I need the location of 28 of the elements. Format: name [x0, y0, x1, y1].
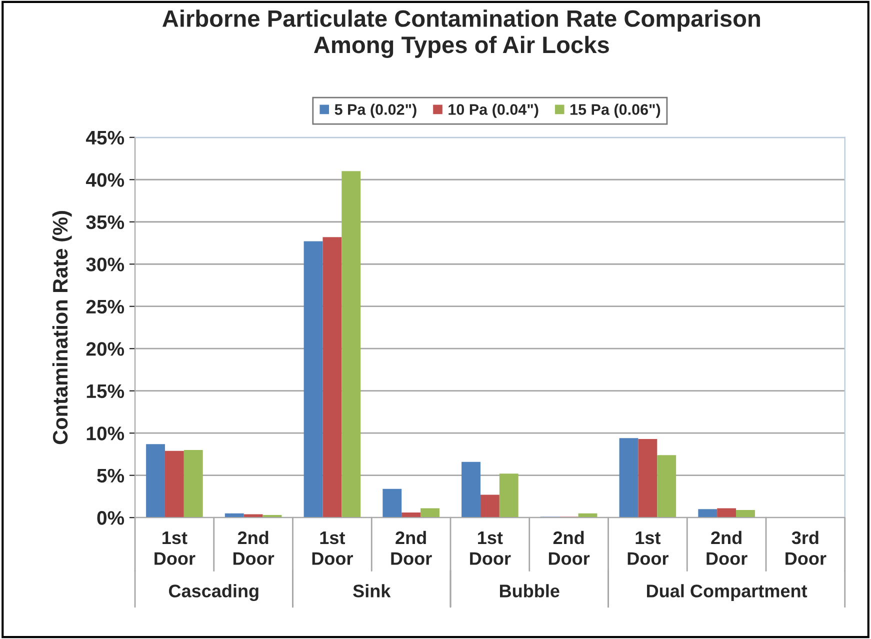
- legend-label: 10 Pa (0.04"): [448, 104, 538, 118]
- y-tick-label: 35%: [86, 215, 124, 230]
- y-tick-label: 15%: [86, 384, 124, 398]
- y-tick-label: 10%: [86, 426, 124, 440]
- y-tick-label: 25%: [86, 300, 124, 314]
- text: Sink: [353, 584, 391, 598]
- x-tick-label: 2nd Door: [706, 530, 748, 565]
- y-tick-label: 40%: [86, 173, 124, 187]
- x-tick-label: 2nd Door: [391, 530, 432, 565]
- x-tick-label: 2nd Door: [548, 530, 590, 565]
- y-tick-label: 45%: [86, 130, 124, 145]
- y-tick-label: 5%: [97, 468, 124, 483]
- x-tick-label: 1st Door: [628, 532, 668, 565]
- text: Bubble: [500, 584, 560, 598]
- text: Cascading: [168, 584, 258, 602]
- y-tick-label: 0%: [97, 511, 124, 525]
- y-tick-label: 30%: [86, 258, 124, 272]
- chart-title: Airborne Particulate Contamination Rate Comparison Among Types of Air Locks: [162, 10, 760, 58]
- x-tick-label: 1st Door: [470, 532, 511, 565]
- legend-label: 15 Pa (0.06"): [570, 104, 660, 118]
- y-tick-label: 20%: [86, 342, 124, 356]
- text: Dual Compartment: [647, 584, 808, 601]
- x-tick-label: 1st Door: [154, 532, 196, 565]
- y-axis-title: Contamination Rate (%): [52, 211, 72, 444]
- x-tick-label: 1st Door: [312, 532, 353, 565]
- x-tick-label: 2nd Door: [233, 530, 274, 565]
- legend-label: 5 Pa (0.02"): [334, 104, 416, 118]
- x-tick-label: 3rd Door: [786, 530, 826, 565]
